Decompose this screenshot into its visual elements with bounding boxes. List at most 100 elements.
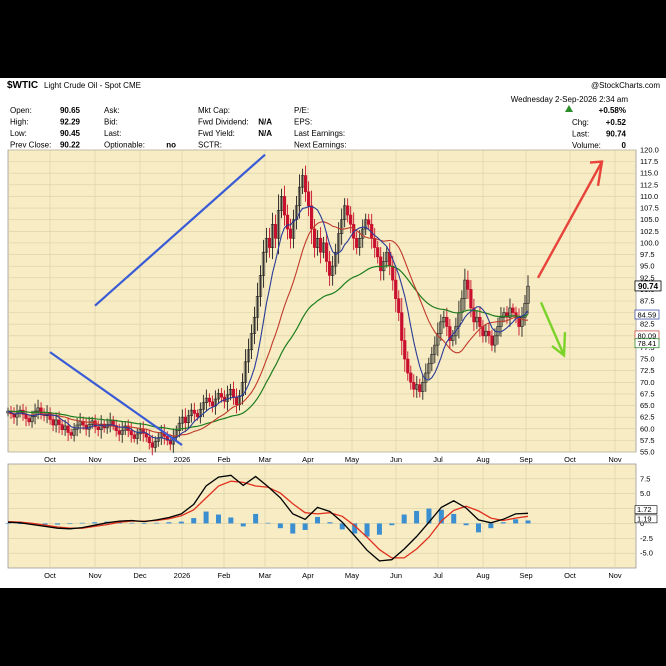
candle-body (303, 175, 308, 193)
sma-fast-line (7, 206, 529, 441)
candle-body (72, 428, 76, 436)
stat-label: Chg: (572, 118, 589, 127)
candle-body (481, 326, 485, 337)
macd-histogram-bar (352, 523, 358, 534)
candle-body (69, 432, 73, 436)
candle-body (129, 430, 133, 436)
symbol: $WTIC (7, 80, 38, 91)
chart-window: $WTIC Light Crude Oil - Spot CME @StockC… (0, 78, 666, 588)
macd-histogram-bar (339, 523, 345, 530)
stat-value: no (166, 141, 176, 150)
instrument-name: Light Crude Oil - Spot CME (44, 81, 141, 90)
candle-body (99, 423, 103, 430)
macd-histogram-bar (513, 519, 519, 524)
candle-body (439, 321, 443, 334)
macd-histogram-bar (401, 514, 407, 524)
watermark: @StockCharts.com (591, 81, 660, 90)
macd-value-label: 1.19 (637, 514, 652, 523)
candle-body (520, 316, 524, 327)
price-y-tick: 62.5 (640, 413, 655, 422)
stat-label: High: (10, 118, 29, 127)
macd-histogram-bar (463, 523, 469, 526)
macd-histogram-bar (438, 509, 444, 524)
candle-body (51, 419, 55, 426)
stat-value: 0 (622, 141, 627, 150)
candle-body (358, 237, 362, 248)
candle-body (312, 228, 317, 248)
price-x-tick: Feb (218, 455, 231, 464)
macd-x-tick: Sep (519, 571, 532, 580)
candle-body (282, 196, 287, 216)
candle-body (276, 210, 281, 239)
macd-histogram-bar (191, 518, 197, 524)
candle-body (117, 430, 121, 435)
candle-body (192, 409, 196, 414)
macd-x-tick: Apr (302, 571, 314, 580)
macd-y-tick: 7.5 (640, 474, 650, 483)
arrow-down-head-icon (551, 332, 567, 358)
macd-histogram-bar (265, 522, 271, 524)
arrow-up-head-icon (589, 160, 604, 186)
price-y-tick: 60.0 (640, 424, 655, 433)
candle-body (448, 326, 452, 341)
candle-body (394, 279, 398, 299)
candle-body (427, 363, 431, 374)
price-x-tick: Oct (44, 455, 57, 464)
macd-x-tick: Feb (218, 571, 231, 580)
candle-body (246, 349, 251, 363)
macd-histogram-bar (389, 523, 395, 526)
macd-x-tick: Oct (564, 571, 577, 580)
macd-histogram-bar (166, 522, 172, 524)
macd-value-box (634, 505, 658, 515)
macd-histogram-bar (364, 523, 370, 537)
candle-body (331, 265, 335, 276)
macd-plot-area (7, 463, 637, 569)
candle-body (442, 316, 446, 323)
chart-svg: $WTIC Light Crude Oil - Spot CME @StockC… (5, 80, 662, 580)
candle-body (343, 205, 347, 220)
macd-histogram-bar (525, 520, 531, 524)
stat-value: 90.22 (60, 141, 81, 150)
candle-body (511, 307, 515, 313)
price-y-tick: 65.0 (640, 401, 655, 410)
stat-label: Mkt Cap: (198, 106, 230, 115)
candle-body (24, 414, 28, 419)
stat-label: Next Earnings: (294, 141, 346, 150)
stat-value: N/A (258, 129, 272, 138)
candle-body (180, 416, 184, 424)
stat-label: Optionable: (104, 141, 145, 150)
candle-body (84, 424, 88, 430)
candle-body (54, 419, 58, 426)
price-x-tick: Apr (302, 455, 314, 464)
price-y-tick: 107.5 (640, 204, 659, 213)
candle-body (252, 316, 257, 334)
macd-histogram-bar (253, 513, 259, 524)
candle-body (288, 228, 293, 239)
macd-y-tick: -2.5 (640, 534, 653, 543)
stat-label: Last Earnings: (294, 129, 345, 138)
price-y-tick: 102.5 (640, 227, 659, 236)
candle-body (258, 275, 263, 297)
candle-body (216, 393, 221, 400)
candle-body (243, 361, 248, 383)
stat-label: SCTR: (198, 141, 222, 150)
stats-table: Open: 90.65 High: 92.29 Low: 90.45 Prev Close:… (10, 106, 627, 150)
macd-value-label: 1.72 (637, 505, 652, 514)
macd-histogram-bar (315, 516, 321, 524)
stat-label: Low: (10, 129, 27, 138)
stat-label: Last: (104, 129, 121, 138)
candle-body (409, 372, 413, 383)
macd-histogram-bar (55, 523, 61, 525)
candle-body (466, 279, 470, 290)
candle-body (319, 237, 323, 253)
price-x-tick: Aug (476, 455, 489, 464)
candle-body (325, 242, 329, 262)
macd-y-tick: -5.0 (640, 549, 653, 558)
macd-histogram-bar (500, 522, 506, 524)
macd-histogram-bar (79, 522, 85, 524)
macd-histogram-bar (228, 517, 234, 524)
candle-body (183, 416, 187, 424)
candle-body (30, 416, 34, 423)
candle-body (526, 285, 530, 304)
candle-body (279, 196, 284, 211)
